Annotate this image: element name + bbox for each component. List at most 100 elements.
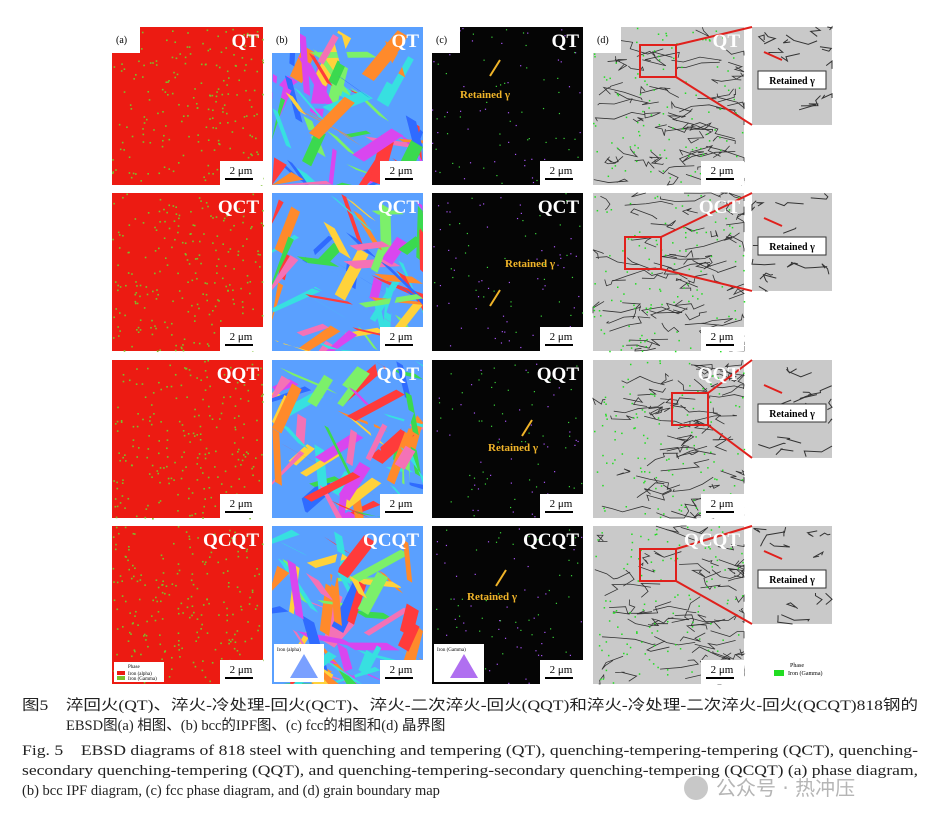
speckle [174, 349, 177, 352]
speckle [629, 202, 632, 205]
speckle [548, 589, 550, 592]
speckle [250, 227, 252, 230]
speckle [568, 529, 571, 531]
grain-boundary [687, 273, 708, 284]
speckle [573, 307, 575, 309]
speckle [141, 76, 144, 78]
speckle [142, 128, 144, 130]
grain-boundary [642, 56, 667, 67]
speckle [607, 654, 610, 657]
speckle [128, 379, 131, 382]
speckle [605, 413, 607, 416]
speckle [623, 293, 625, 295]
grain [394, 445, 416, 470]
speckle [688, 300, 690, 303]
speckle [498, 537, 500, 539]
speckle [193, 342, 195, 344]
speckle [143, 681, 146, 684]
speckle [166, 326, 169, 329]
speckle [738, 406, 741, 408]
speckle [199, 240, 201, 243]
grain-boundary [825, 60, 833, 69]
speckle [163, 166, 166, 169]
speckle [159, 270, 161, 273]
speckle [553, 246, 556, 248]
speckle [664, 254, 667, 257]
speckle [540, 315, 542, 317]
speckle [248, 35, 251, 37]
speckle [727, 599, 729, 602]
speckle [248, 603, 251, 605]
speckle [207, 49, 210, 52]
speckle [194, 272, 197, 274]
grain-boundary [825, 592, 833, 605]
speckle [122, 196, 124, 199]
speckle [727, 70, 729, 72]
speckle [151, 319, 153, 322]
speckle [181, 347, 183, 350]
speckle [121, 595, 124, 597]
speckle [215, 426, 218, 429]
speckle [231, 537, 233, 539]
grain-boundary [781, 614, 811, 622]
speckle [188, 369, 191, 371]
speckle [223, 601, 225, 604]
speckle [121, 482, 124, 485]
speckle [469, 162, 472, 164]
speckle [573, 549, 575, 551]
speckle [510, 305, 512, 307]
speckle [197, 636, 200, 639]
grain [272, 199, 284, 224]
speckle [249, 280, 252, 283]
annotation-box [757, 403, 827, 423]
speckle [512, 511, 514, 513]
speckle [684, 236, 687, 239]
speckle [149, 416, 152, 418]
grain-boundary [703, 257, 727, 270]
speckle [119, 286, 122, 288]
speckle [603, 332, 606, 335]
speckle [240, 608, 243, 611]
grain-boundary [613, 401, 665, 414]
grain [330, 573, 342, 626]
speckle [617, 94, 620, 97]
grain [318, 384, 348, 421]
speckle [719, 108, 721, 111]
grain-boundary [694, 364, 710, 375]
speckle [603, 607, 606, 609]
speckle [434, 282, 436, 284]
speckle [574, 138, 576, 140]
speckle [689, 385, 691, 387]
speckle [502, 653, 504, 655]
speckle [226, 619, 229, 622]
speckle [222, 243, 224, 245]
speckle [691, 431, 693, 434]
speckle [118, 452, 120, 454]
speckle [204, 498, 206, 500]
speckle [229, 366, 232, 369]
speckle [709, 548, 711, 550]
speckle [191, 614, 193, 617]
speckle [150, 404, 153, 406]
speckle [139, 579, 142, 581]
grain [382, 28, 421, 85]
speckle [465, 630, 467, 632]
speckle [622, 345, 624, 347]
speckle [652, 663, 655, 665]
speckle [236, 94, 238, 96]
grain [286, 276, 340, 300]
speckle [500, 342, 503, 344]
speckle [215, 249, 217, 252]
speckle [226, 614, 229, 617]
speckle [177, 272, 179, 275]
speckle [136, 425, 139, 428]
speckle [553, 394, 555, 396]
speckle [688, 155, 690, 157]
grain-boundary [592, 249, 604, 260]
speckle [644, 471, 646, 473]
grain-boundary [756, 202, 765, 207]
speckle [577, 562, 579, 564]
grain-boundary [606, 156, 619, 164]
